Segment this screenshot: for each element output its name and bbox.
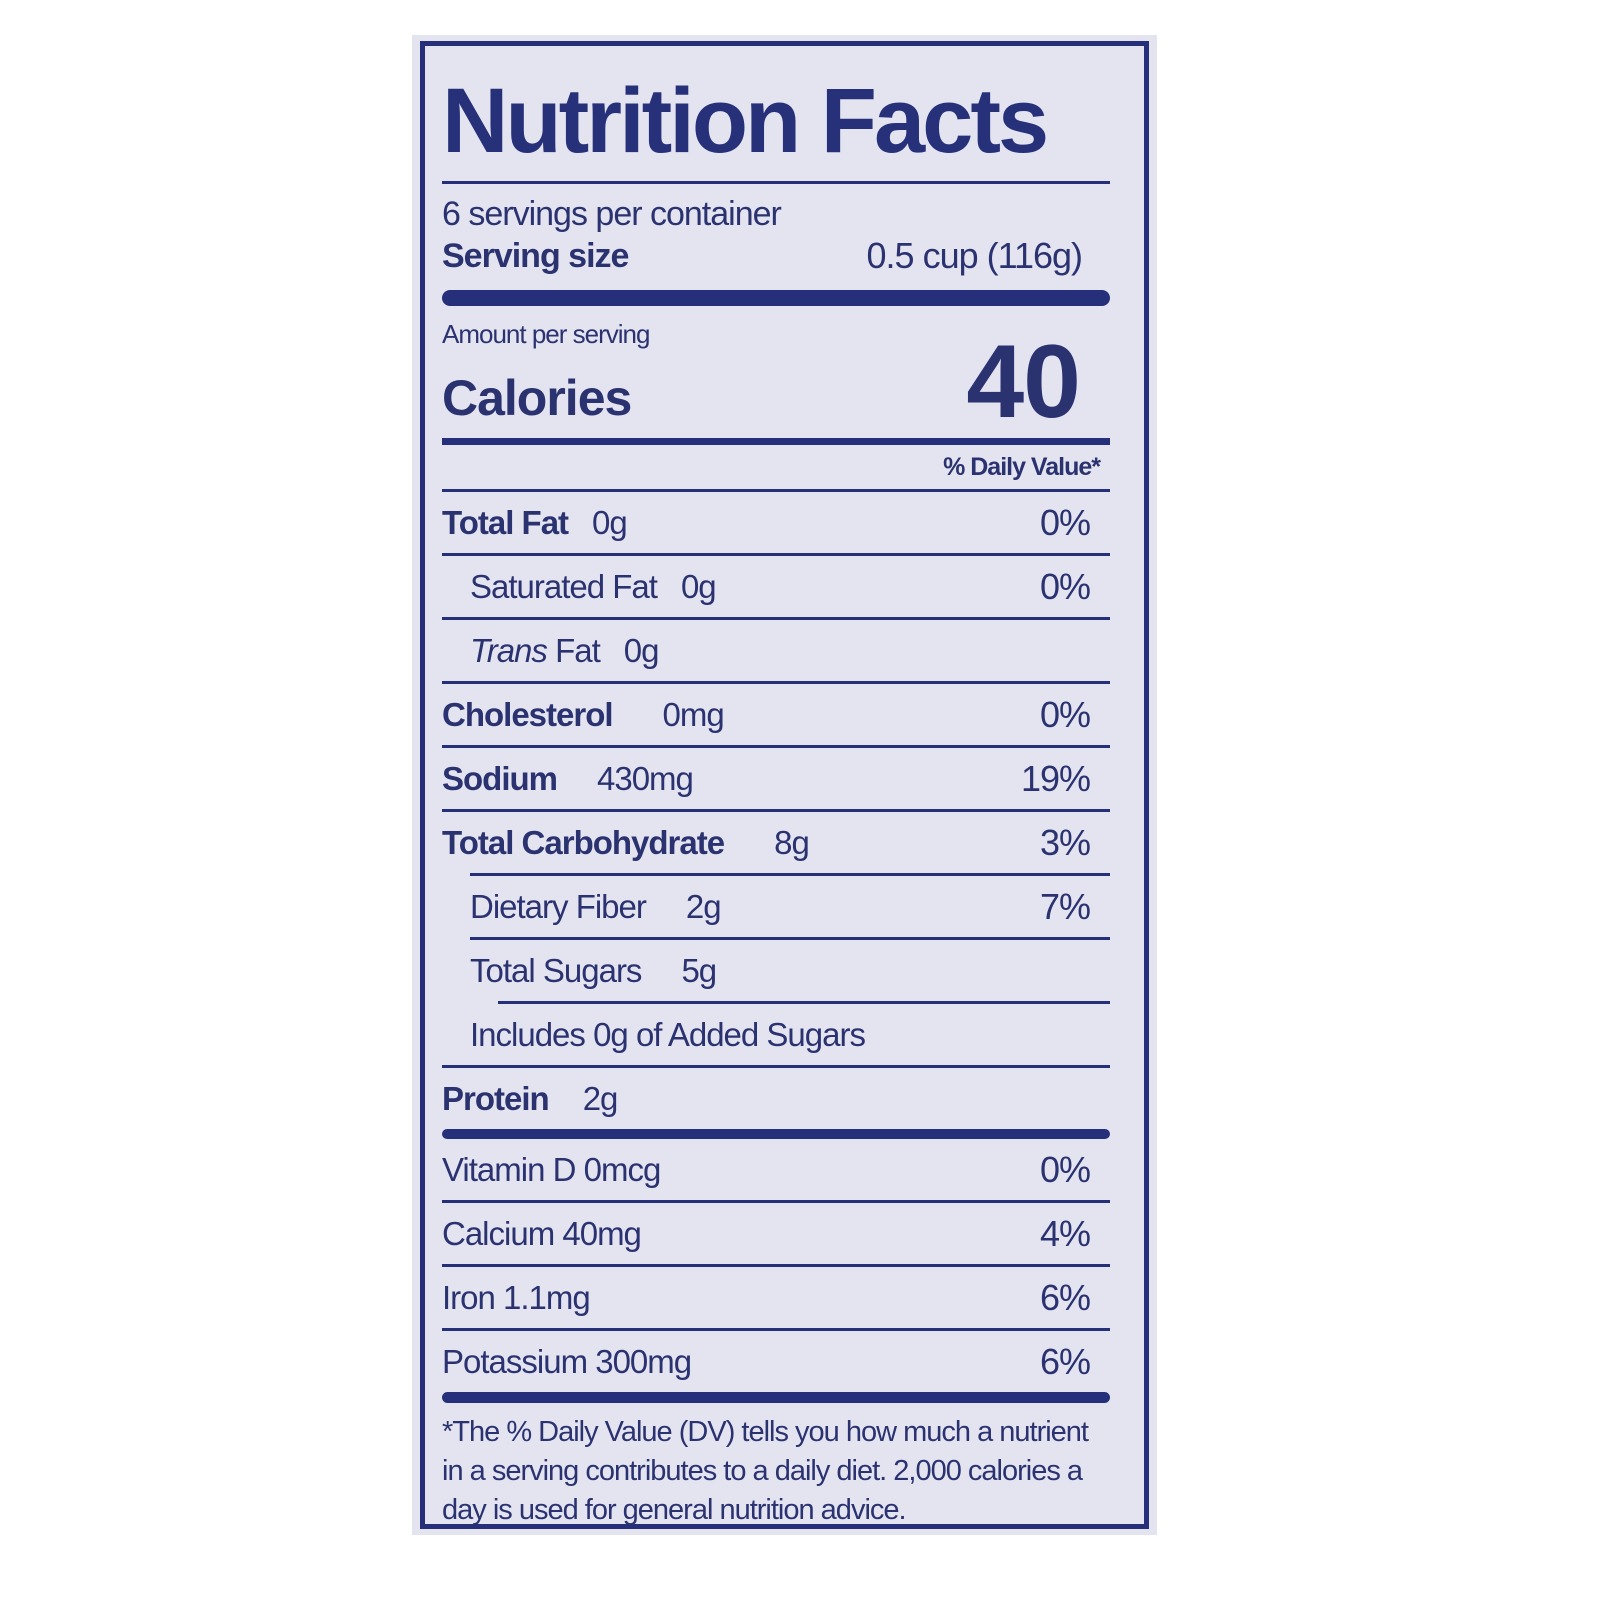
nutrient-dv: 7%	[1039, 885, 1091, 927]
divider	[442, 617, 1110, 620]
label-border	[420, 41, 1149, 1529]
nutrient-name: Cholesterol	[442, 695, 614, 733]
nutrient-row-saturated-fat: Saturated Fat 0g 0%	[442, 556, 1110, 617]
nutrient-row-total-carbohydrate: Total Carbohydrate 8g 3%	[442, 812, 1110, 873]
vitamin-label: Calcium 40mg	[442, 1214, 642, 1252]
thick-divider	[442, 290, 1110, 306]
nutrient-row-total-fat: Total Fat 0g 0%	[442, 492, 1110, 553]
nutrient-name: Includes 0g of Added Sugars	[470, 1015, 866, 1053]
divider	[442, 809, 1110, 812]
nutrient-amount: 0mg	[662, 695, 725, 733]
vitamin-row-vitamin-d: Vitamin D 0mcg 0%	[442, 1139, 1110, 1200]
nutrient-amount: 5g	[681, 951, 717, 989]
divider	[442, 1328, 1110, 1331]
nutrient-amount: 2g	[685, 887, 722, 925]
nutrient-name: Total Sugars	[470, 951, 642, 989]
divider	[498, 1001, 1110, 1004]
nutrient-name: Saturated Fat	[470, 567, 658, 605]
nutrient-name: Dietary Fiber	[470, 887, 647, 925]
nutrient-name: Protein	[442, 1079, 550, 1117]
divider	[442, 553, 1110, 556]
divider	[442, 681, 1110, 684]
calories-value: 40	[966, 324, 1081, 440]
nutrient-row-added-sugars: Includes 0g of Added Sugars	[442, 1004, 1110, 1065]
nutrient-row-total-sugars: Total Sugars 5g	[442, 940, 1110, 1001]
vitamin-dv: 6%	[1039, 1276, 1091, 1318]
vitamin-label: Potassium 300mg	[442, 1342, 692, 1380]
nutrient-name-italic: Trans	[470, 631, 548, 669]
divider	[470, 873, 1110, 876]
divider	[442, 181, 1110, 184]
vitamin-dv: 4%	[1039, 1212, 1091, 1254]
nutrient-dv: 0%	[1039, 501, 1091, 543]
serving-size-label: Serving size	[442, 237, 629, 275]
nutrient-amount: 430mg	[597, 759, 694, 797]
nutrient-name: Fat	[546, 631, 601, 669]
nutrient-name: Total Carbohydrate	[442, 823, 725, 861]
vitamin-row-potassium: Potassium 300mg 6%	[442, 1331, 1110, 1392]
divider	[442, 1200, 1110, 1203]
vitamin-row-iron: Iron 1.1mg 6%	[442, 1267, 1110, 1328]
divider	[442, 1065, 1110, 1068]
label-content: Nutrition Facts 6 servings per container…	[442, 75, 1110, 1530]
serving-size-row: Serving size 0.5 cup (116g)	[442, 234, 1110, 278]
nutrient-dv: 0%	[1039, 565, 1091, 607]
nutrient-row-protein: Protein 2g	[442, 1068, 1110, 1129]
serving-size-value: 0.5 cup (116g)	[866, 235, 1083, 276]
vitamin-dv: 0%	[1039, 1148, 1091, 1190]
vitamin-label: Iron 1.1mg	[442, 1278, 591, 1316]
vitamin-dv: 6%	[1039, 1340, 1091, 1382]
divider	[442, 489, 1110, 492]
nutrient-amount: 0g	[623, 631, 660, 669]
calories-row: Calories 40	[442, 324, 1110, 440]
servings-per-container: 6 servings per container	[442, 195, 782, 233]
calories-label: Calories	[442, 370, 632, 426]
daily-value-header: % Daily Value*	[943, 453, 1101, 481]
nutrient-row-trans-fat: Trans Fat 0g	[442, 620, 1110, 681]
nutrient-row-dietary-fiber: Dietary Fiber 2g 7%	[442, 876, 1110, 937]
nutrient-dv: 3%	[1039, 821, 1091, 863]
label-title: Nutrition Facts	[442, 70, 1049, 172]
nutrient-name: Sodium	[442, 759, 558, 797]
nutrient-amount: 8g	[774, 823, 810, 861]
divider	[442, 745, 1110, 748]
nutrient-amount: 2g	[582, 1079, 619, 1117]
nutrient-dv: 0%	[1039, 693, 1091, 735]
nutrient-row-sodium: Sodium 430mg 19%	[442, 748, 1110, 809]
amount-per-serving: Amount per serving	[442, 319, 650, 349]
nutrient-name: Total Fat	[442, 503, 569, 541]
vitamin-row-calcium: Calcium 40mg 4%	[442, 1203, 1110, 1264]
nutrient-dv: 19%	[1020, 757, 1091, 799]
nutrient-amount: 0g	[680, 567, 717, 605]
nutrition-label: Nutrition Facts 6 servings per container…	[412, 35, 1157, 1535]
divider	[442, 438, 1110, 445]
nutrient-row-cholesterol: Cholesterol 0mg 0%	[442, 684, 1110, 745]
vitamin-label: Vitamin D 0mcg	[442, 1150, 661, 1188]
thick-divider	[442, 1392, 1110, 1403]
divider	[470, 937, 1110, 940]
thick-divider	[442, 1129, 1110, 1139]
nutrient-amount: 0g	[592, 503, 628, 541]
divider	[442, 1264, 1110, 1267]
footnote: *The % Daily Value (DV) tells you how mu…	[442, 1416, 1089, 1526]
